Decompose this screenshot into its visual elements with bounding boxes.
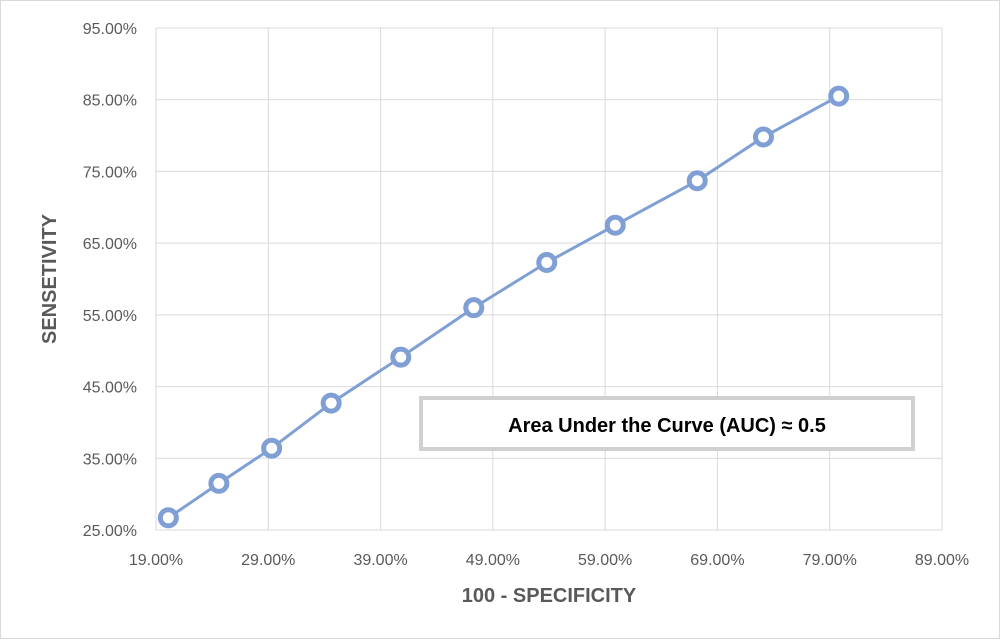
- x-tick-label: 69.00%: [690, 552, 744, 569]
- grid-lines: [155, 27, 943, 531]
- y-tick-label: 85.00%: [83, 93, 137, 110]
- annotation-box: Area Under the Curve (AUC) ≈ 0.5: [419, 396, 915, 451]
- x-tick-label: 19.00%: [129, 552, 183, 569]
- data-point: [536, 252, 558, 274]
- x-tick-label: 59.00%: [578, 552, 632, 569]
- data-point: [604, 214, 626, 236]
- data-points: [157, 85, 850, 529]
- x-tick-labels: 19.00% 29.00% 39.00% 49.00% 59.00% 69.00% 79.0…: [129, 552, 969, 569]
- x-tick-label: 29.00%: [241, 552, 295, 569]
- data-point: [390, 346, 412, 368]
- data-point: [157, 507, 179, 529]
- y-tick-label: 25.00%: [83, 523, 137, 540]
- x-tick-label: 79.00%: [803, 552, 857, 569]
- x-tick-label: 39.00%: [353, 552, 407, 569]
- annotation-border: [419, 396, 915, 451]
- x-tick-label: 89.00%: [915, 552, 969, 569]
- x-axis-title: 100 - SPECIFICITY: [462, 585, 637, 607]
- y-tick-label: 35.00%: [83, 451, 137, 468]
- data-point: [320, 392, 342, 414]
- y-tick-label: 55.00%: [83, 308, 137, 325]
- y-axis-title: SENSETIVITY: [39, 213, 61, 344]
- y-tick-label: 95.00%: [83, 21, 137, 38]
- y-tick-labels: 25.00% 35.00% 45.00% 55.00% 65.00% 75.00% 85.0…: [83, 21, 137, 540]
- y-tick-label: 75.00%: [83, 164, 137, 181]
- data-point: [686, 170, 708, 192]
- data-point: [261, 437, 283, 459]
- annotation-text: Area Under the Curve (AUC) ≈ 0.5: [508, 415, 826, 437]
- x-tick-label: 49.00%: [466, 552, 520, 569]
- data-point: [752, 126, 774, 148]
- data-point: [208, 472, 230, 494]
- y-tick-label: 45.00%: [83, 380, 137, 397]
- y-tick-label: 65.00%: [83, 236, 137, 253]
- data-point: [463, 297, 485, 319]
- data-point: [828, 85, 850, 107]
